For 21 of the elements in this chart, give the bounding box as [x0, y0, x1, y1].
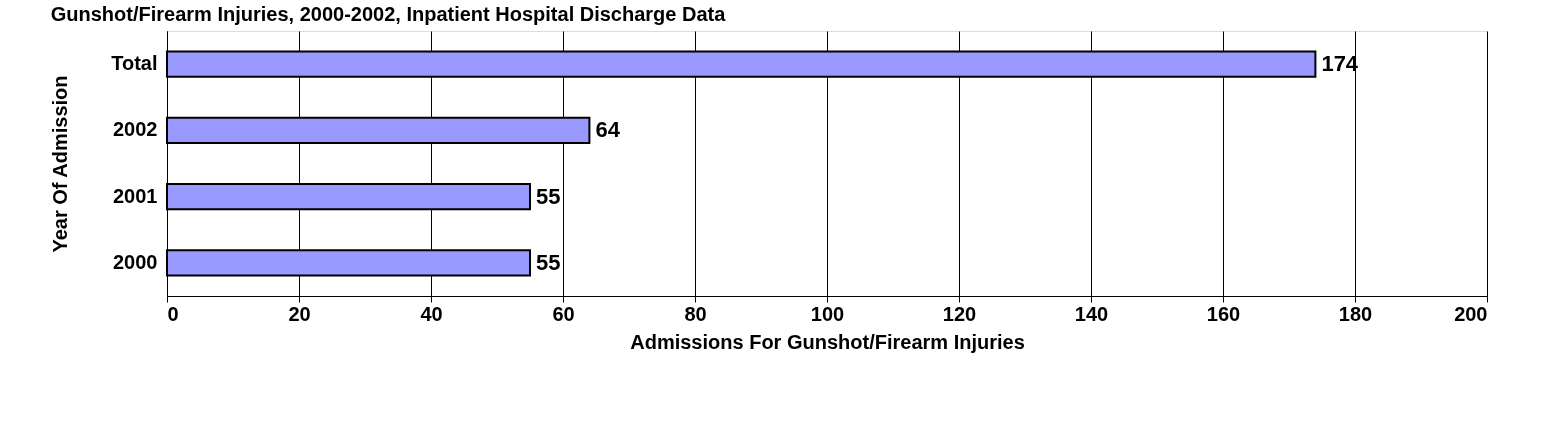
chart-title: Gunshot/Firearm Injuries, 2000-2002, Inpatient Hospital Discharge Data — [50, 3, 727, 25]
data-label: 55 — [536, 183, 561, 209]
x-axis-title: Admissions For Gunshot/Firearm Injuries — [630, 330, 1025, 353]
data-label: 64 — [595, 117, 621, 143]
x-tick-label: 160 — [1206, 302, 1241, 325]
y-tick-label: 2001 — [113, 184, 158, 207]
x-tick-label: 0 — [167, 302, 179, 325]
data-label: 55 — [536, 249, 561, 275]
x-tick-label: 60 — [552, 302, 575, 325]
x-tick-label: 80 — [684, 302, 707, 325]
x-tick-label: 100 — [810, 302, 845, 325]
x-tick-label: 180 — [1338, 302, 1373, 325]
x-tick-label: 200 — [1454, 302, 1488, 325]
x-tick-label: 20 — [288, 302, 311, 325]
y-axis-title: Year Of Admission — [49, 75, 72, 253]
y-tick-label: 2000 — [113, 250, 158, 273]
x-tick-label: 40 — [420, 302, 443, 325]
y-tick-label: Total — [111, 52, 158, 75]
y-tick-label: 2002 — [113, 118, 158, 141]
x-tick-label: 140 — [1074, 302, 1109, 325]
x-tick-label: 120 — [942, 302, 977, 325]
